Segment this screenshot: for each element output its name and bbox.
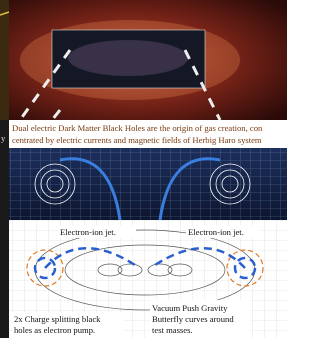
pump-note: holes as electron pump. <box>14 325 95 335</box>
screenshot: Dual electric Dark Matter Black Holes ar… <box>0 0 287 338</box>
left-strip-top <box>0 0 9 120</box>
jet-label: Electron-ion jet. <box>188 227 244 237</box>
field-mesh <box>9 148 287 220</box>
gravity-note: Vacuum Push Gravity <box>152 303 228 313</box>
pump-note: 2x Charge splitting black <box>14 314 101 324</box>
left-fragment: y <box>1 133 6 143</box>
inset-glow <box>68 40 188 76</box>
caption-line: Dual electric Dark Matter Black Holes ar… <box>12 123 263 133</box>
caption-line: centrated by electric currents and magne… <box>12 135 262 145</box>
jet-label: Electron-ion jet. <box>60 227 116 237</box>
gravity-note: test masses. <box>152 325 193 335</box>
gravity-note: Butterfly curves around <box>152 314 234 324</box>
